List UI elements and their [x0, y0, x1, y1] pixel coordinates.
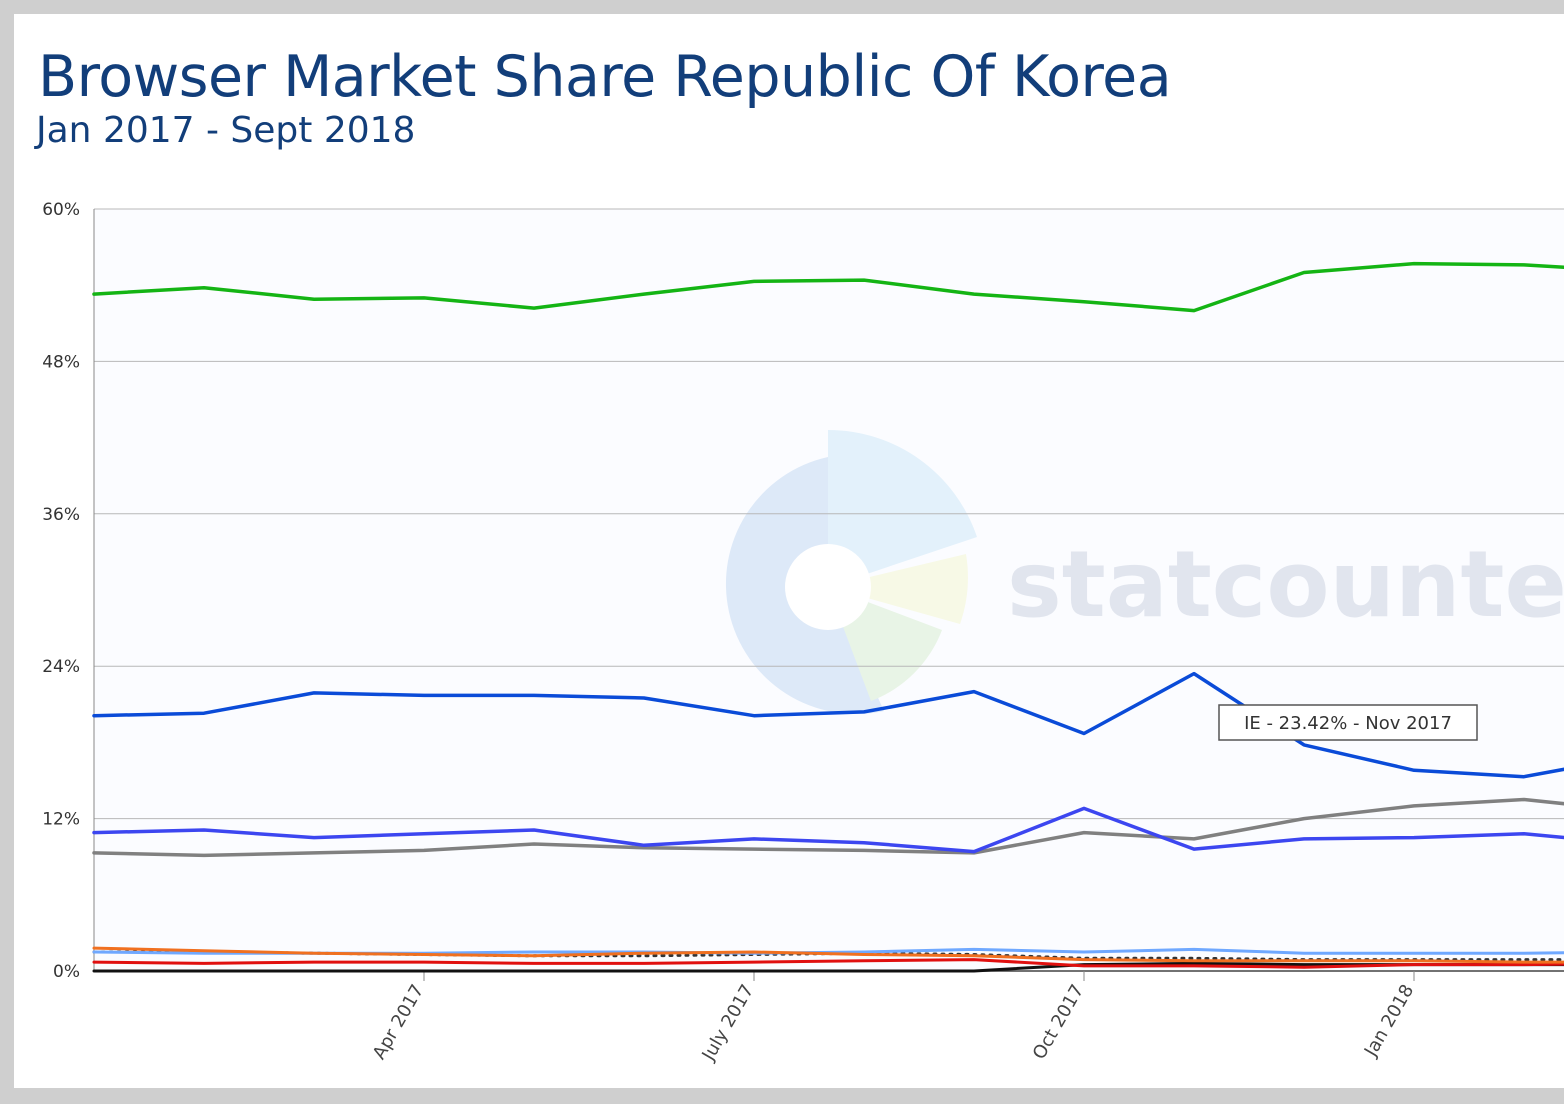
y-tick-label: 24% [42, 657, 80, 677]
y-tick-label: 60% [42, 200, 80, 220]
chart-frame: Browser Market Share Republic Of Korea J… [14, 14, 1564, 1088]
series-line [92, 946, 1564, 964]
series-line [92, 958, 1564, 969]
x-tick-label: Apr 2017 [369, 981, 429, 1063]
series-line [92, 671, 1564, 779]
y-axis: 0% 12% 24% 36% 48% 60% [42, 200, 80, 982]
x-tick-label: Jan 2018 [1360, 981, 1418, 1061]
chart-title: Browser Market Share Republic Of Korea [38, 44, 1172, 110]
y-tick-label: 0% [53, 962, 80, 982]
statcounter-watermark: statcounter [725, 429, 1564, 715]
watermark-text: statcounter [1007, 531, 1564, 638]
tooltip-text: IE - 23.42% - Nov 2017 [1244, 713, 1452, 734]
tooltip: IE - 23.42% - Nov 2017 [1218, 704, 1478, 741]
series-line [92, 261, 1564, 313]
x-tick-label: Oct 2017 [1029, 981, 1089, 1063]
series-line [92, 797, 1564, 858]
y-tick-label: 12% [42, 810, 80, 830]
x-tick-label: July 2017 [698, 981, 759, 1065]
series-lines [92, 261, 1564, 973]
x-axis: Apr 2017 July 2017 Oct 2017 Jan 2018 [369, 971, 1418, 1065]
series-line [92, 806, 1564, 854]
y-tick-label: 48% [42, 352, 80, 372]
chart-subtitle: Jan 2017 - Sept 2018 [36, 110, 416, 151]
y-tick-label: 36% [42, 505, 80, 525]
line-chart: statcounter 0% 12% 24% 36% 48% 60% Apr 2017 Ju… [42, 200, 1564, 1065]
